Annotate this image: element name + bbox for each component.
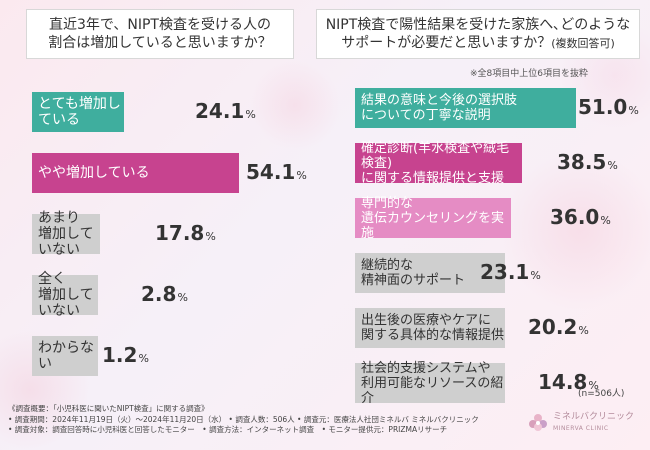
selection-note: ※全8項目中上位6項目を抜粋 (470, 69, 588, 79)
bar-category-label: 継続的な 精神面のサポート (361, 258, 466, 288)
bar-category-label: 確定診断(羊水検査や絨毛検査) に関する情報提供と支援 (361, 140, 510, 186)
bar-value-unit: % (177, 291, 188, 304)
bar-value-label: 17.8% (155, 221, 216, 245)
left-question-title: 直近3年で、NIPT検査を受ける人の 割合は増加していると思いますか？ (48, 17, 272, 51)
bar-value-label: 20.2% (528, 315, 589, 339)
bar-value-label: 36.0% (550, 205, 611, 229)
bar-1: 結果の意味と今後の選択肢 についての丁寧な説明 (355, 88, 576, 128)
right-question-title: NIPT検査で陽性結果を受けた家族へ､どのような サポートが必要だと思いますか？ (325, 17, 631, 51)
bar-4: 継続的な 精神面のサポート (355, 253, 505, 293)
left-question-box: 直近3年で、NIPT検査を受ける人の 割合は増加していると思いますか？ (26, 9, 294, 59)
bar-value-label: 2.8% (141, 282, 188, 306)
bar-3: 専門的な 遺伝カウンセリングを実施 (355, 195, 511, 241)
flower-logo-icon (529, 414, 547, 431)
bar-value-label: 14.8% (538, 370, 599, 394)
bar-value-unit: % (530, 269, 541, 282)
background-petal (500, 150, 650, 310)
bar-category-label: 出生後の医療やケアに 関する具体的な情報提供 (361, 313, 505, 343)
bar-value-number: 54.1 (246, 160, 296, 184)
bar-1: とても増加している (32, 92, 125, 132)
survey-footer: 《調査概要：「小児科医に聞いたNIPT検査」に関する調査》 • 調査期間：202… (8, 404, 528, 436)
bar-4: 全く 増加していない (32, 271, 98, 319)
sample-size-label: (n=506人) (578, 389, 625, 399)
bar-5: わからない (32, 336, 98, 376)
logo-en: MINERVA CLINIC (553, 425, 609, 432)
bar-value-unit: % (607, 159, 618, 172)
right-question-box: NIPT検査で陽性結果を受けた家族へ､どのような サポートが必要だと思いますか？… (316, 9, 640, 59)
bar-value-label: 1.2% (102, 343, 149, 367)
bar-2: やや増加している (32, 153, 240, 193)
bar-category-label: 全く 増加していない (38, 271, 94, 319)
bar-value-unit: % (588, 379, 599, 392)
bar-value-label: 23.1% (480, 260, 541, 284)
bar-category-label: あまり 増加していない (38, 210, 94, 258)
bar-value-label: 51.0% (578, 95, 639, 119)
bar-value-number: 17.8 (155, 221, 205, 245)
right-question-suffix: (複数回答可) (551, 37, 615, 50)
bar-category-label: とても増加している (38, 96, 121, 128)
bar-5: 出生後の医療やケアに 関する具体的な情報提供 (355, 308, 505, 348)
bar-value-number: 38.5 (557, 150, 607, 174)
bar-value-label: 24.1% (195, 99, 256, 123)
bar-3: あまり 増加していない (32, 210, 101, 258)
bar-value-number: 24.1 (195, 99, 245, 123)
bar-value-unit: % (600, 214, 611, 227)
bar-value-unit: % (296, 169, 307, 182)
footer-line: • 調査期間：2024年11月19日（火）〜2024年11月20日（水） • 調… (8, 414, 479, 424)
bar-category-label: わからない (38, 340, 94, 372)
bar-value-unit: % (138, 352, 149, 365)
bar-value-unit: % (205, 230, 216, 243)
bar-value-unit: % (578, 324, 589, 337)
bar-value-unit: % (628, 104, 639, 117)
background-petal (250, 60, 340, 150)
footer-line: 《調査概要：「小児科医に聞いたNIPT検査」に関する調査》 (8, 404, 209, 413)
bar-category-label: 専門的な 遺伝カウンセリングを実施 (361, 195, 505, 241)
bar-value-label: 54.1% (246, 160, 307, 184)
footer-line: • 調査対象：調査回答時に小児科医と回答したモニター • 調査方法：インターネッ… (8, 425, 448, 434)
bar-value-number: 14.8 (538, 370, 588, 394)
logo-name: ミネルバクリニック (553, 412, 635, 422)
bar-value-number: 51.0 (578, 95, 628, 119)
bar-value-number: 36.0 (550, 205, 600, 229)
bar-value-unit: % (245, 108, 256, 121)
bar-2: 確定診断(羊水検査や絨毛検査) に関する情報提供と支援 (355, 140, 522, 186)
bar-category-label: 結果の意味と今後の選択肢 についての丁寧な説明 (361, 93, 518, 123)
bar-value-number: 23.1 (480, 260, 530, 284)
bar-category-label: やや増加している (38, 165, 150, 181)
bar-6: 社会的支援システムや 利用可能なリソースの紹介 (355, 360, 505, 406)
bar-category-label: 社会的支援システムや 利用可能なリソースの紹介 (361, 360, 504, 406)
bar-value-label: 38.5% (557, 150, 618, 174)
bar-value-number: 2.8 (141, 282, 177, 306)
clinic-logo: ミネルバクリニック MINERVA CLINIC (528, 412, 634, 434)
bar-value-number: 1.2 (102, 343, 138, 367)
bar-value-number: 20.2 (528, 315, 578, 339)
